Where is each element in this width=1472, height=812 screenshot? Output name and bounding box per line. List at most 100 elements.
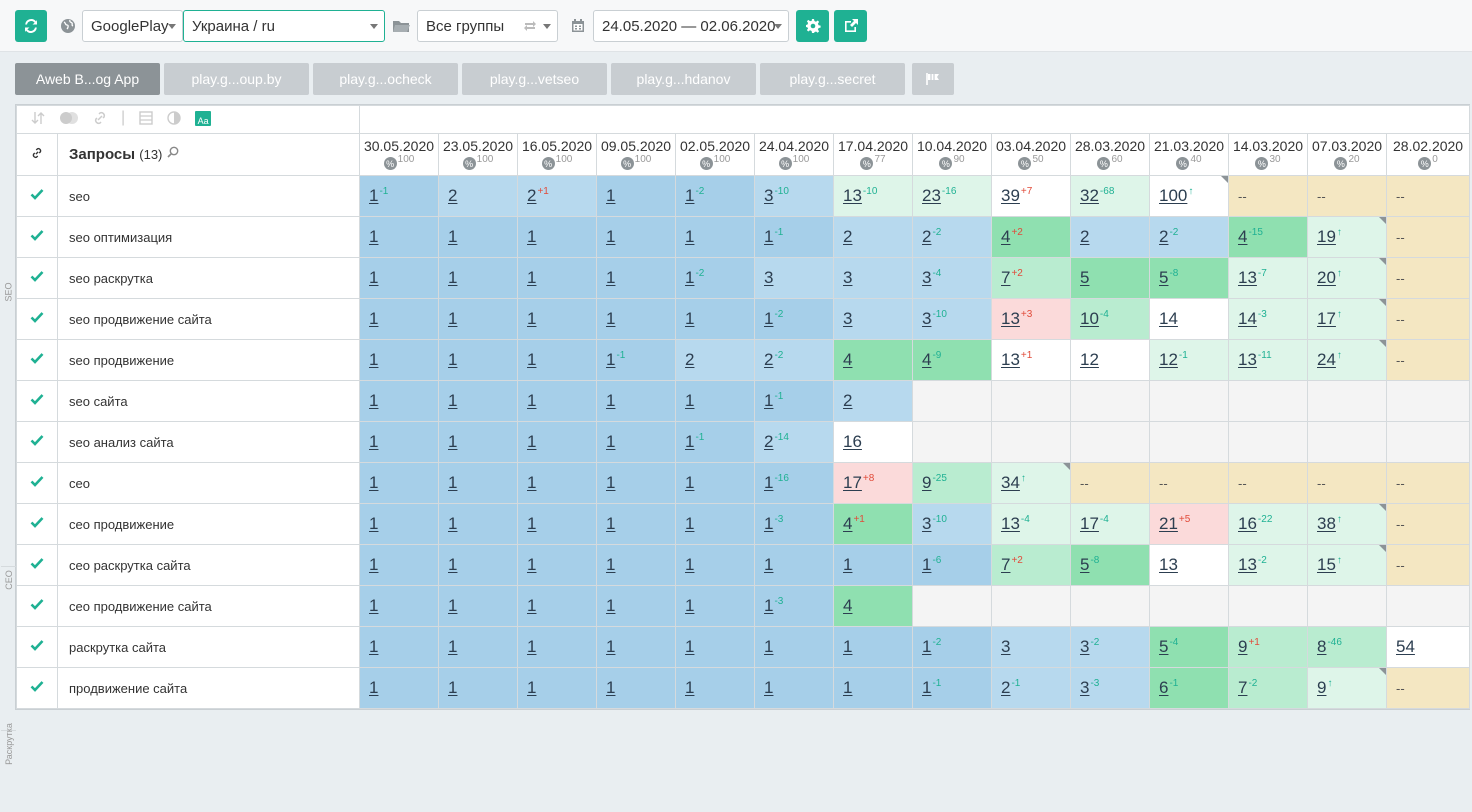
position-value[interactable]: 1	[764, 678, 774, 697]
position-cell[interactable]: 2-14	[754, 421, 834, 463]
position-cell[interactable]: 1	[596, 626, 676, 668]
position-value[interactable]: 1	[448, 391, 458, 410]
position-value[interactable]: 1	[527, 473, 537, 492]
project-tab[interactable]: Aweb B...og App	[15, 63, 160, 95]
position-cell[interactable]: 2	[1070, 216, 1150, 258]
query-checkbox[interactable]	[16, 257, 58, 299]
position-cell[interactable]: --	[1385, 216, 1471, 258]
position-cell[interactable]: --	[1307, 175, 1387, 217]
position-value[interactable]: 1	[448, 473, 458, 492]
position-value[interactable]: 2	[843, 391, 853, 410]
position-value[interactable]: 1	[685, 227, 695, 246]
position-value[interactable]: 1	[685, 596, 695, 615]
position-cell[interactable]: 4	[833, 585, 913, 627]
position-cell[interactable]: 1	[596, 216, 676, 258]
position-value[interactable]: 5	[1159, 268, 1169, 287]
position-value[interactable]: 1	[685, 637, 695, 656]
position-cell[interactable]: 1	[517, 380, 597, 422]
position-value[interactable]: 13	[1238, 268, 1257, 287]
region-select[interactable]: Украина / ru	[183, 10, 385, 42]
date-column-header[interactable]: 10.04.2020% 90	[912, 133, 992, 176]
position-cell[interactable]: 1	[596, 421, 676, 463]
position-value[interactable]: 1	[527, 596, 537, 615]
position-value[interactable]: 1	[606, 350, 616, 369]
position-cell[interactable]: 2	[833, 380, 913, 422]
position-value[interactable]: 1	[448, 227, 458, 246]
position-cell[interactable]: 1	[596, 298, 676, 340]
position-value[interactable]: 13	[843, 186, 862, 205]
position-value[interactable]: 1	[448, 637, 458, 656]
position-value[interactable]: 1	[606, 514, 616, 533]
position-value[interactable]: 1	[448, 514, 458, 533]
position-value[interactable]: 1	[448, 678, 458, 697]
position-value[interactable]: 3	[922, 268, 932, 287]
position-value[interactable]: 9	[1317, 678, 1327, 697]
position-cell[interactable]: 1	[359, 216, 439, 258]
position-value[interactable]: 2	[1159, 227, 1169, 246]
position-cell[interactable]: 17-4	[1070, 503, 1150, 545]
position-cell[interactable]: 1	[675, 667, 755, 709]
position-value[interactable]: 5	[1080, 555, 1090, 574]
position-cell[interactable]: 3	[991, 626, 1071, 668]
position-value[interactable]: 13	[1238, 555, 1257, 574]
group-select[interactable]: Все группы	[417, 10, 558, 42]
link-header-cell[interactable]	[16, 133, 58, 176]
position-cell[interactable]: 19↑	[1307, 216, 1387, 258]
store-select[interactable]: GooglePlay	[82, 10, 183, 42]
position-cell[interactable]: --	[1385, 339, 1471, 381]
position-cell[interactable]: 1	[596, 585, 676, 627]
position-value[interactable]: 34	[1001, 473, 1020, 492]
position-cell[interactable]: 1	[359, 380, 439, 422]
position-cell[interactable]: 1	[517, 667, 597, 709]
position-cell[interactable]: 16-22	[1228, 503, 1308, 545]
position-cell[interactable]: 10-4	[1070, 298, 1150, 340]
settings-button[interactable]	[796, 10, 829, 42]
position-value[interactable]: 1	[606, 309, 616, 328]
position-cell[interactable]: 5-8	[1149, 257, 1229, 299]
position-value[interactable]: 1	[922, 637, 932, 656]
position-cell[interactable]: 1	[675, 585, 755, 627]
refresh-button[interactable]	[15, 10, 47, 42]
position-value[interactable]: 1	[606, 678, 616, 697]
position-cell[interactable]: 13-10	[833, 175, 913, 217]
position-value[interactable]: 5	[1080, 268, 1090, 287]
position-value[interactable]: 1	[764, 473, 774, 492]
position-cell[interactable]: 1	[675, 380, 755, 422]
contrast-icon[interactable]	[167, 111, 181, 125]
position-value[interactable]: 7	[1238, 678, 1248, 697]
position-value[interactable]: 1	[448, 350, 458, 369]
sort-icon[interactable]	[31, 111, 45, 125]
position-cell[interactable]: 13-11	[1228, 339, 1308, 381]
position-cell[interactable]: 1-2	[675, 257, 755, 299]
position-cell[interactable]: 2	[833, 216, 913, 258]
position-value[interactable]: 1	[606, 555, 616, 574]
position-value[interactable]: 1	[369, 432, 379, 451]
position-value[interactable]: 1	[527, 432, 537, 451]
query-checkbox[interactable]	[16, 298, 58, 340]
position-value[interactable]: 7	[1001, 555, 1011, 574]
date-column-header[interactable]: 17.04.2020% 77	[833, 133, 913, 176]
position-value[interactable]: 2	[843, 227, 853, 246]
position-cell[interactable]: 5	[1070, 257, 1150, 299]
position-value[interactable]: 38	[1317, 514, 1336, 533]
position-cell[interactable]: 1	[517, 544, 597, 586]
position-cell[interactable]: --	[1385, 503, 1471, 545]
position-cell[interactable]: 1	[438, 380, 518, 422]
position-value[interactable]: 1	[527, 391, 537, 410]
position-cell[interactable]: 13-4	[991, 503, 1071, 545]
position-cell[interactable]: 3	[754, 257, 834, 299]
position-cell[interactable]: 1	[438, 216, 518, 258]
position-cell[interactable]: 1	[596, 462, 676, 504]
position-value[interactable]: 2	[448, 186, 458, 205]
position-cell[interactable]: 1	[517, 257, 597, 299]
date-column-header[interactable]: 14.03.2020% 30	[1228, 133, 1308, 176]
position-value[interactable]: 1	[764, 227, 774, 246]
position-value[interactable]: 1	[527, 555, 537, 574]
position-cell[interactable]: 1	[833, 544, 913, 586]
position-value[interactable]: 9	[922, 473, 932, 492]
position-value[interactable]: 10	[1080, 309, 1099, 328]
position-value[interactable]: 13	[1001, 350, 1020, 369]
date-column-header[interactable]: 09.05.2020% 100	[596, 133, 676, 176]
position-cell[interactable]: 1-3	[754, 503, 834, 545]
position-value[interactable]: 14	[1238, 309, 1257, 328]
